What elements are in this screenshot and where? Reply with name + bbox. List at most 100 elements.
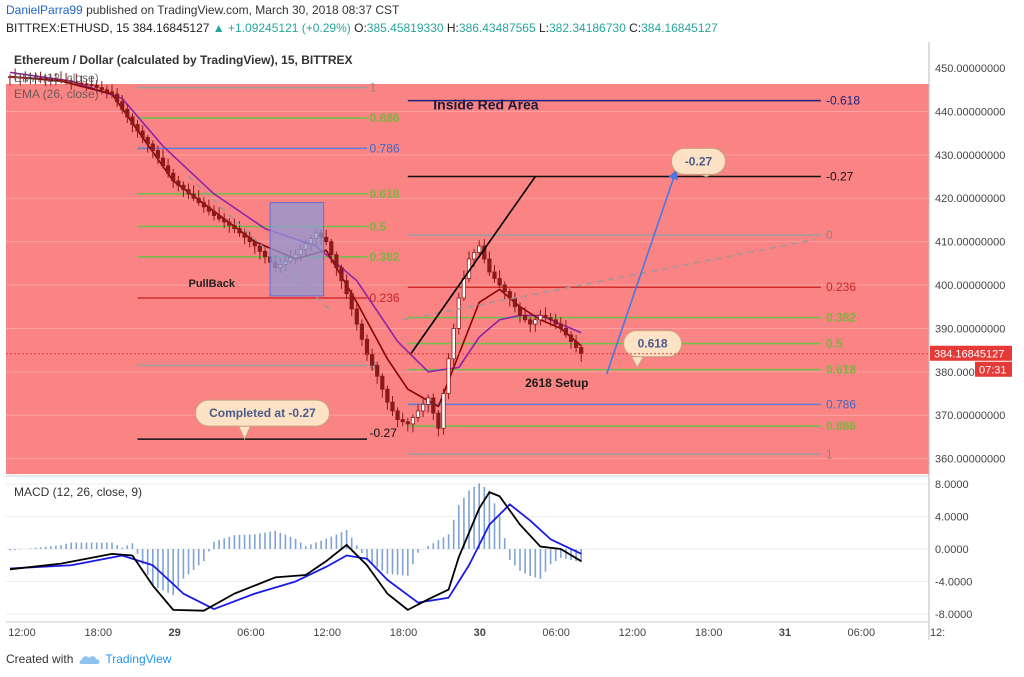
candle-body xyxy=(262,251,268,258)
candle-body xyxy=(507,291,512,299)
publish-text: published on TradingView.com, March 30, … xyxy=(86,3,400,17)
candle-body xyxy=(237,228,242,234)
candle-body xyxy=(579,347,584,355)
time-tick-label: 18:00 xyxy=(85,627,113,639)
candle-body xyxy=(334,254,339,269)
candle-body xyxy=(523,315,528,321)
bubble-618-bubble xyxy=(623,330,683,358)
target-arrow xyxy=(605,169,679,375)
candle-body xyxy=(247,236,252,243)
chart-title: Ethereum / Dollar (calculated by Trading… xyxy=(14,53,353,67)
candle-body xyxy=(211,210,217,216)
candle-body xyxy=(201,202,206,208)
fib-right-label: 0.786 xyxy=(826,397,856,411)
fib-right-label: -0.618 xyxy=(826,94,860,108)
candle-body xyxy=(48,78,53,81)
price-tick-label: 390.00000000 xyxy=(935,323,1005,335)
candle-body xyxy=(89,84,94,86)
candle-body xyxy=(538,315,543,321)
low-value: 382.34186730 xyxy=(549,21,626,35)
candle-body xyxy=(349,293,354,310)
fib-right-label: 0.886 xyxy=(826,419,856,433)
candle-body xyxy=(135,124,140,132)
candle-body xyxy=(109,91,115,95)
candle-body xyxy=(395,410,400,420)
candle-body xyxy=(53,78,59,81)
pullback-label: PullBack xyxy=(189,278,236,290)
fib-right-label: 1 xyxy=(826,447,833,461)
candle-body xyxy=(441,393,446,429)
high-value: 386.43487565 xyxy=(458,21,536,35)
candle-body xyxy=(390,401,395,412)
macd-axis[interactable]: 8.0000 4.0000 0.0000 -4.0000 -8.0000 xyxy=(935,479,972,621)
impulse-line xyxy=(409,176,536,355)
candle-body xyxy=(181,184,186,190)
time-tick-label: 18:00 xyxy=(695,627,723,639)
last-price-tag-text: 384.16845127 xyxy=(934,349,1004,361)
candle-body xyxy=(216,215,222,220)
fib-left-label: 0.786 xyxy=(370,141,400,155)
candle-body xyxy=(359,323,365,340)
publish-info: DanielParra99 published on TradingView.c… xyxy=(6,3,399,17)
price-tick-label: 450.00000000 xyxy=(935,63,1005,75)
fib-left-label: 1 xyxy=(370,81,377,95)
ema12-legend: EMA (12, close) xyxy=(14,71,99,85)
created-with-text: Created with xyxy=(6,652,74,666)
candle-body xyxy=(446,358,451,394)
candle-body xyxy=(553,319,558,325)
pullback-box xyxy=(269,202,325,297)
completed-text: Completed at -0.27 xyxy=(209,406,316,420)
candle-body xyxy=(426,397,431,405)
price-tick-label: 370.00000000 xyxy=(935,410,1005,422)
candle-body xyxy=(369,354,375,366)
fib-right-label: 0.236 xyxy=(826,280,856,294)
candle-body xyxy=(487,258,492,273)
candle-body xyxy=(431,397,436,414)
candle-body xyxy=(186,189,191,195)
candle-body xyxy=(492,271,497,279)
time-tick-label: 06:00 xyxy=(542,627,570,639)
price-chart[interactable]: 1 0.886 0.786 0.618 0.5 0.382 0.236 0 -0.27 -0.61… xyxy=(0,42,1024,644)
inside-red-area-label: Inside Red Area xyxy=(433,96,539,112)
price-tick-label: 420.00000000 xyxy=(935,193,1005,205)
macd-tick-label: -8.0000 xyxy=(935,609,972,621)
author-link[interactable]: DanielParra99 xyxy=(6,3,83,17)
bubble-618-text: 0.618 xyxy=(638,337,668,351)
time-axis[interactable]: 12:00 18:00 29 06:00 12:00 18:00 30 06:00 12:00 1… xyxy=(6,621,945,639)
candle-body xyxy=(502,284,507,292)
price-tick-label: 440.00000000 xyxy=(935,106,1005,118)
candle-body xyxy=(456,297,461,329)
price-axis[interactable]: 450.00000000 440.00000000 430.00000000 420.… xyxy=(930,63,1012,466)
candle-body xyxy=(329,241,334,256)
candle-body xyxy=(497,278,502,286)
quote-line: BITTREX:ETHUSD, 15 384.16845127 ▲ +1.092… xyxy=(6,21,718,35)
candle-body xyxy=(43,77,48,80)
footer: Created with TradingView xyxy=(6,652,171,666)
macd-tick-label: 0.0000 xyxy=(935,544,969,556)
candle-body xyxy=(451,328,456,360)
candle-body xyxy=(165,165,171,174)
macd-tick-label: 8.0000 xyxy=(935,479,969,491)
fib-left-label: 0.886 xyxy=(370,111,400,125)
candle-body xyxy=(125,108,130,118)
candle-body xyxy=(115,93,120,103)
macd-grid xyxy=(6,483,929,615)
high-label: H: xyxy=(446,21,459,35)
bubble-027-bubble xyxy=(671,147,726,175)
last-price-tag xyxy=(930,345,1012,361)
time-tick-label: 06:00 xyxy=(237,627,265,639)
trend-support-line xyxy=(402,238,816,321)
tradingview-cloud-icon xyxy=(79,656,100,664)
bubble-027-text: -0.27 xyxy=(685,154,713,168)
candle-body xyxy=(222,218,227,223)
candle-body xyxy=(33,77,38,80)
ema26-legend: EMA (26, close) xyxy=(14,87,99,101)
candle-body xyxy=(242,232,247,238)
tradingview-link[interactable]: TradingView xyxy=(105,652,172,666)
candle-body xyxy=(548,317,553,321)
fib-left-ext-label: -0.27 xyxy=(370,426,398,440)
time-tick-label: 30 xyxy=(474,627,486,639)
fib-right-label: 0.5 xyxy=(826,337,843,351)
open-label: O: xyxy=(354,21,367,35)
candle-body xyxy=(461,278,467,299)
